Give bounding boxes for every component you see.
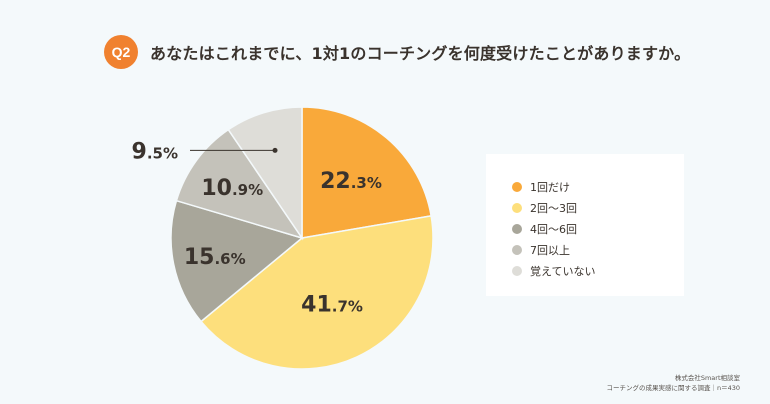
legend-item-2: 2回〜3回 [512,197,595,218]
slice-label-5: 9.5% [132,139,178,164]
pie-slice-1 [301,106,432,239]
footer-survey: コーチングの成果実感に関する調査｜n＝430 [606,384,740,392]
pie-slice-5 [227,106,303,241]
legend-label: 7回以上 [530,243,570,257]
slice-label-decimal: .9% [232,181,263,199]
question-badge: Q2 [104,35,138,69]
slice-label-1: 22.3% [320,169,382,194]
slice-label-decimal: .7% [332,297,363,315]
question-title: あなたはこれまでに、1対1のコーチングを何度受けたことがありますか。 [150,44,691,63]
slice-label-2: 41.7% [301,292,363,317]
legend-item-3: 4回〜6回 [512,218,595,239]
slice-label-decimal: .3% [351,174,382,192]
legend: 1回だけ 2回〜3回 4回〜6回 7回以上覚えていない [486,154,684,296]
footer-company: 株式会社Smart相談室 [674,374,740,382]
slice-label-value: 22 [320,169,351,194]
pie-slice-4 [175,128,304,240]
chart-header: Q2 あなたはこれまでに、1対1のコーチングを何度受けたことがありますか。 [104,34,690,70]
legend-label: 覚えていない [530,264,596,278]
slice-label-decimal: .5% [147,144,178,162]
slice-label-4: 10.9% [201,176,263,201]
legend-label: 4回〜6回 [530,222,577,236]
slice-label-decimal: .6% [214,250,245,268]
slice-label-value: 9 [132,139,147,164]
leader-dot [272,147,278,153]
slice-label-3: 15.6% [184,245,246,270]
legend-label: 1回だけ [530,180,570,194]
legend-label: 2回〜3回 [530,201,577,215]
legend-item-5: 覚えていない [512,260,595,281]
legend-swatch [512,265,522,276]
legend-swatch [512,181,522,192]
pie-slice-2 [200,215,434,370]
legend-swatch [512,244,522,255]
slice-label-value: 15 [184,245,215,270]
legend-list: 1回だけ 2回〜3回 4回〜6回 7回以上覚えていない [512,176,595,281]
footer-source: 株式会社Smart相談室 コーチングの成果実感に関する調査｜n＝430 [606,373,740,393]
legend-item-1: 1回だけ [512,176,595,197]
legend-item-4: 7回以上 [512,239,595,260]
pie-slice-3 [170,199,304,323]
slice-label-value: 10 [201,176,232,201]
legend-swatch [512,202,522,213]
legend-swatch [512,223,522,234]
slice-label-value: 41 [301,292,332,317]
